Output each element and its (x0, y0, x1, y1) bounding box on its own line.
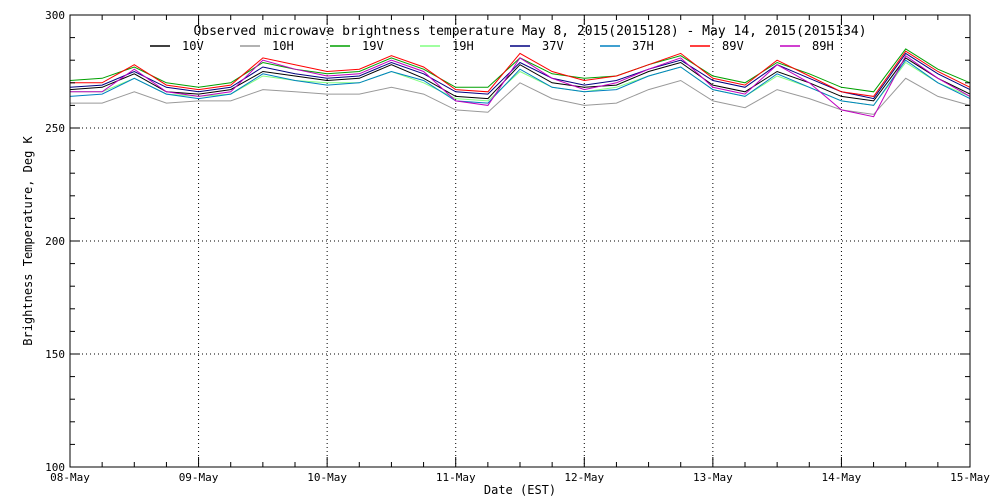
legend: 10V 10H 19V 19H 37V 37H 89V 89H (150, 39, 834, 53)
y-tick-labels: 100 150 200 250 300 (45, 9, 65, 474)
series-line-89H (70, 54, 971, 118)
series-lines (69, 48, 971, 118)
legend-label-37V: 37V (542, 39, 564, 53)
series-line-10V (69, 57, 971, 102)
grid (70, 15, 970, 467)
series-line-10H (70, 77, 971, 115)
chart-title: Observed microwave brightness temperatur… (193, 24, 866, 39)
y-tick-label: 150 (45, 348, 65, 361)
x-tick-label: 08-May (50, 471, 90, 484)
y-tick-label: 300 (45, 9, 65, 22)
y-tick-label: 200 (45, 235, 65, 248)
legend-label-89H: 89H (812, 39, 834, 53)
legend-label-10V: 10V (182, 39, 204, 53)
legend-label-10H: 10H (272, 39, 294, 53)
x-tick-label: 12-May (564, 471, 604, 484)
x-axis-label: Date (EST) (484, 483, 556, 497)
legend-label-19H: 19H (452, 39, 474, 53)
x-tick-label: 09-May (179, 471, 219, 484)
x-tick-label: 14-May (822, 471, 862, 484)
x-tick-label: 15-May (950, 471, 990, 484)
x-tick-label: 10-May (307, 471, 347, 484)
y-tick-label: 250 (45, 122, 65, 135)
x-tick-labels: 08-May 09-May 10-May 11-May 12-May 13-May 14-M… (50, 471, 990, 484)
x-tick-label: 13-May (693, 471, 733, 484)
axis-ticks (69, 14, 971, 468)
series-line-89V (70, 50, 971, 97)
y-axis-label: Brightness Temperature, Deg K (21, 135, 35, 345)
legend-label-37H: 37H (632, 39, 654, 53)
legend-label-19V: 19V (362, 39, 384, 53)
series-line-37V (69, 52, 971, 100)
x-tick-label: 11-May (436, 471, 476, 484)
legend-label-89V: 89V (722, 39, 744, 53)
y-tick-label: 100 (45, 461, 65, 474)
